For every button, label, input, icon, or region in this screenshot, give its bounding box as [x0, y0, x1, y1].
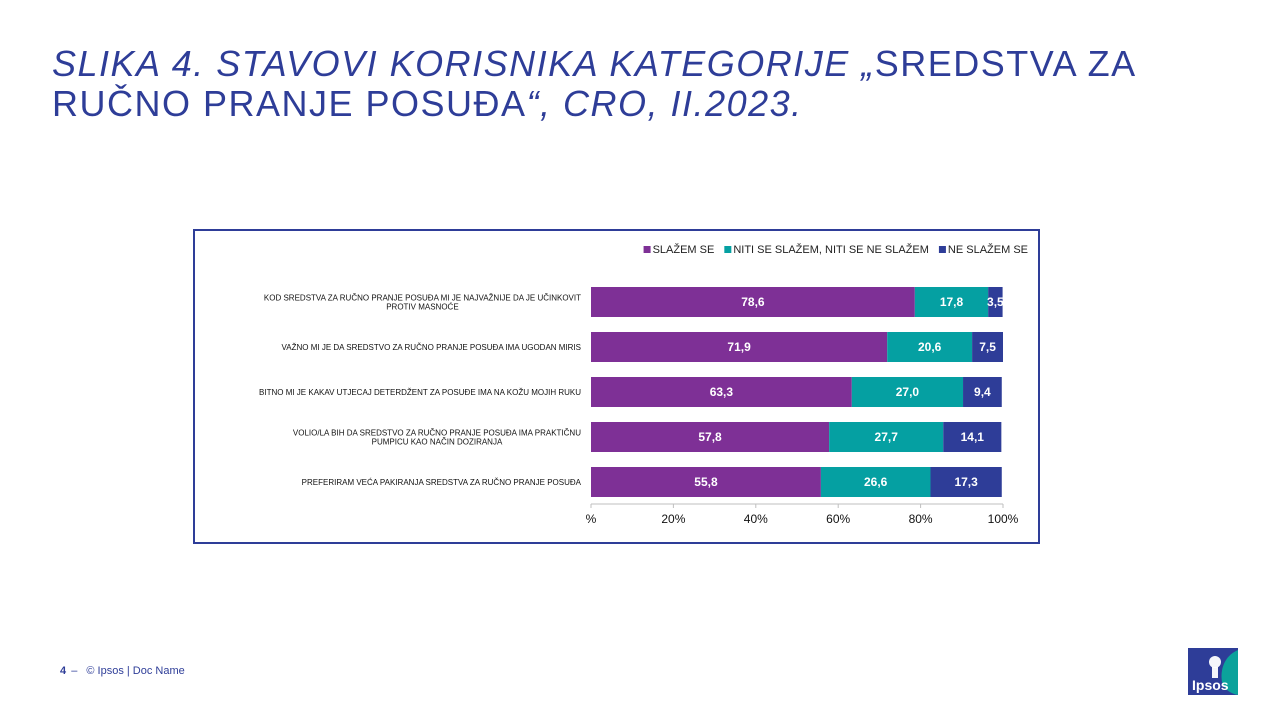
- bar-value-label-2-1: 71,9: [727, 340, 751, 354]
- bar-value-label-3-3: 9,4: [974, 385, 991, 399]
- title-part-3: “, CRO, II.2023.: [526, 83, 803, 124]
- bar-value-label-4-3: 14,1: [961, 430, 985, 444]
- legend-label-2: NITI SE SLAŽEM, NITI SE NE SLAŽEM: [733, 243, 929, 256]
- legend-label-1: SLAŽEM SE: [653, 243, 715, 256]
- x-tick-label-6: 100%: [988, 512, 1019, 526]
- bar-value-label-3-2: 27,0: [896, 385, 920, 399]
- bar-5-3: [930, 467, 1002, 497]
- logo-text: Ipsos: [1192, 677, 1229, 693]
- bar-value-label-3-1: 63,3: [710, 385, 734, 399]
- page-number: 4: [60, 665, 67, 677]
- category-label-1: KOD SREDSTVA ZA RUČNO PRANJE POSUĐA MI J…: [264, 294, 581, 312]
- bar-value-label-2-3: 7,5: [979, 340, 996, 354]
- bar-2-3: [972, 332, 1003, 362]
- bar-value-label-1-1: 78,6: [741, 295, 765, 309]
- x-tick-label-2: 20%: [661, 512, 685, 526]
- bar-3-1: [591, 377, 852, 407]
- category-label-5: PREFERIRAM VEĆA PAKIRANJA SREDSTVA ZA RU…: [302, 478, 582, 487]
- stacked-bar-chart: NE SLAŽEM SE NITI SE SLAŽEM, NITI SE NE S…: [259, 243, 1028, 526]
- footer: 4 – © Ipsos | Doc Name: [60, 665, 185, 677]
- bar-1-2: [914, 287, 989, 317]
- legend-swatch-2: [724, 246, 732, 253]
- bar-2-2: [887, 332, 973, 362]
- category-label-3: BITNO MI JE KAKAV UTJECAJ DETERDŽENT ZA …: [259, 388, 581, 397]
- bar-1-3: [988, 287, 1003, 317]
- bar-value-label-1-3: 3,5: [987, 295, 1004, 309]
- bar-5-2: [820, 467, 931, 497]
- logo-teal-swoosh: [1221, 650, 1238, 695]
- legend-swatch-3: [938, 246, 946, 253]
- bar-4-2: [829, 422, 944, 452]
- bar-value-label-2-2: 20,6: [918, 340, 942, 354]
- x-tick-label-3: 40%: [744, 512, 768, 526]
- copyright-text: © Ipsos | Doc Name: [86, 665, 185, 677]
- ipsos-logo: Ipsos: [1188, 648, 1238, 695]
- page-title: SLIKA 4. STAVOVI KORISNIKA KATEGORIJE „S…: [52, 44, 1232, 124]
- bar-4-1: [591, 422, 830, 452]
- bar-value-label-4-1: 57,8: [698, 430, 722, 444]
- bar-value-label-5-3: 17,3: [954, 475, 978, 489]
- title-part-1: SLIKA 4. STAVOVI KORISNIKA KATEGORIJE „: [52, 43, 875, 84]
- bar-3-3: [963, 377, 1002, 407]
- logo-white-shape: [1209, 656, 1221, 668]
- bar-5-1: [591, 467, 821, 497]
- bar-value-label-4-2: 27,7: [875, 430, 899, 444]
- legend-swatch-1: [643, 246, 651, 253]
- bar-value-label-5-2: 26,6: [864, 475, 888, 489]
- x-tick-label-1: %: [586, 512, 597, 526]
- bar-value-label-5-1: 55,8: [694, 475, 718, 489]
- bar-4-3: [943, 422, 1002, 452]
- bar-value-label-1-2: 17,8: [940, 295, 964, 309]
- x-tick-label-4: 60%: [826, 512, 850, 526]
- logo-white-bar: [1212, 667, 1218, 678]
- bar-3-2: [851, 377, 964, 407]
- footer-dash: –: [71, 665, 78, 677]
- bar-1-1: [591, 287, 915, 317]
- category-label-4: VOLIO/LA BIH DA SREDSTVO ZA RUČNO PRANJE…: [293, 429, 581, 447]
- legend-label-3: NE SLAŽEM SE: [948, 243, 1028, 256]
- category-label-2: VAŽNO MI JE DA SREDSTVO ZA RUČNO PRANJE …: [282, 343, 581, 352]
- chart-frame: NE SLAŽEM SE NITI SE SLAŽEM, NITI SE NE S…: [193, 229, 1040, 544]
- x-tick-label-5: 80%: [909, 512, 933, 526]
- bar-2-1: [591, 332, 888, 362]
- title-part-2: SREDSTVA ZA RUČNO PRANJE POSUĐA: [52, 43, 1135, 124]
